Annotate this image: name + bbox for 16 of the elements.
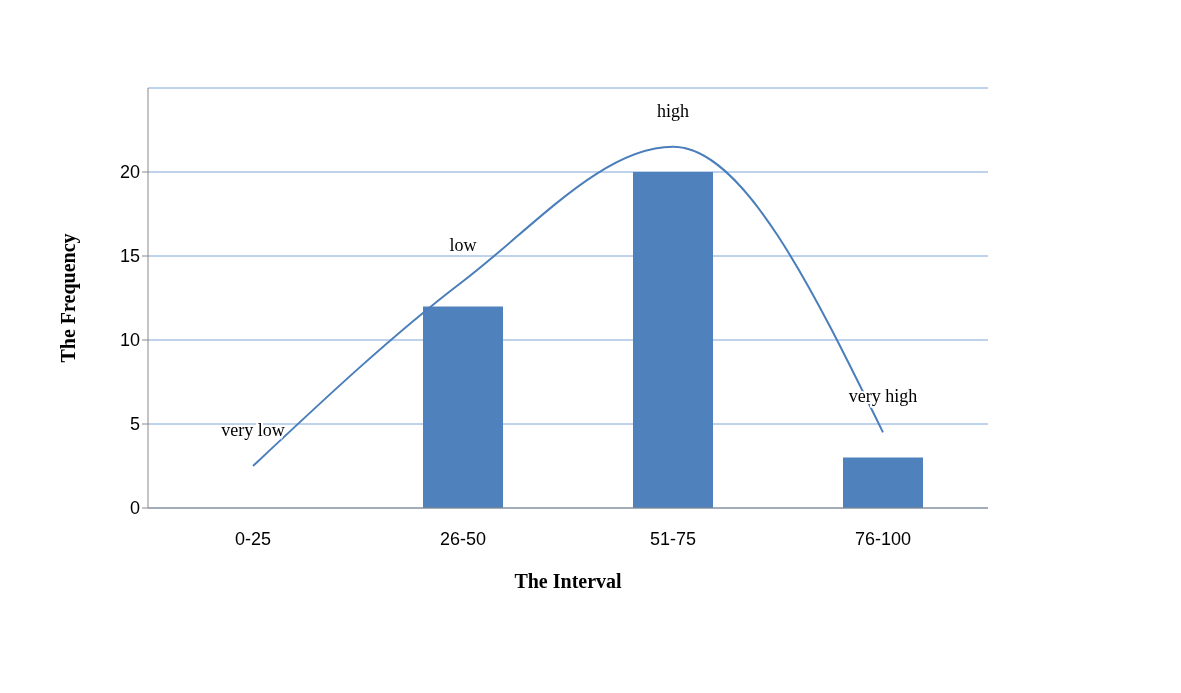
y-tick-label: 20: [119, 162, 140, 183]
y-axis-title: The Frequency: [57, 233, 81, 363]
y-tick-label: 10: [119, 330, 140, 351]
y-tick-label: 15: [119, 246, 140, 267]
annotation: high: [656, 100, 690, 121]
annotation: low: [449, 235, 477, 256]
x-axis-title: The Interval: [514, 570, 623, 592]
y-tick-label: 0: [129, 498, 140, 519]
x-tick-label: 51-75: [649, 528, 697, 549]
annotation: very low: [221, 420, 285, 440]
x-tick-label: 26-50: [439, 528, 487, 549]
bar: [843, 457, 923, 508]
x-tick-label: 0-25: [234, 528, 272, 549]
bar: [633, 172, 713, 508]
y-tick-label: 5: [129, 414, 140, 435]
x-tick-label: 76-100: [854, 528, 912, 549]
